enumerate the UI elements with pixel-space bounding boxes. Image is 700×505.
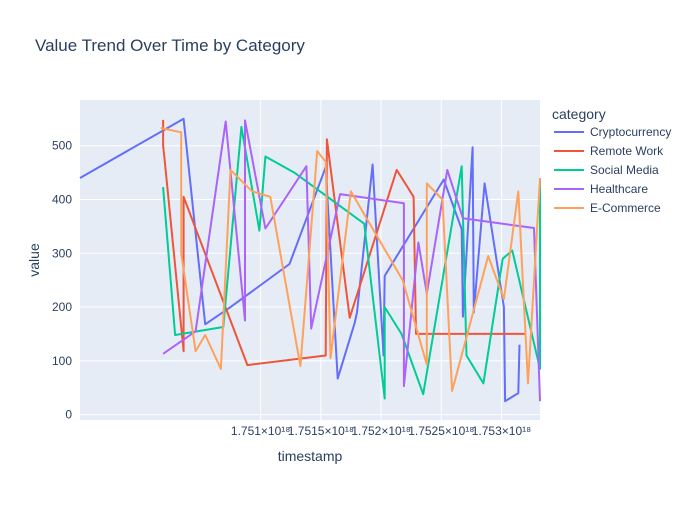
legend: category Cryptocurrency Remote Work Social… — [552, 106, 671, 215]
y-tick-label: 300 — [52, 246, 72, 260]
legend-item-e-commerce[interactable]: E-Commerce — [554, 201, 661, 215]
series-lines — [79, 117, 541, 403]
x-tick-label: 1.752×10¹⁸ — [351, 424, 410, 438]
y-tick-label: 200 — [52, 300, 72, 314]
legend-item-healthcare[interactable]: Healthcare — [554, 182, 648, 196]
legend-title: category — [552, 106, 606, 122]
y-tick-label: 400 — [52, 192, 72, 206]
chart-title: Value Trend Over Time by Category — [35, 36, 305, 55]
y-tick-labels: 0 100 200 300 400 500 — [52, 139, 72, 422]
legend-item-remote-work[interactable]: Remote Work — [554, 144, 664, 158]
legend-label: Remote Work — [590, 144, 664, 158]
legend-label: E-Commerce — [590, 201, 661, 215]
series-line-healthcare — [162, 119, 541, 402]
legend-label: Healthcare — [590, 182, 648, 196]
x-tick-label: 1.751×10¹⁸ — [231, 424, 290, 438]
series-line-e-commerce — [160, 127, 541, 392]
series-line-remote-work — [162, 119, 526, 367]
x-tick-label: 1.753×10¹⁸ — [472, 424, 531, 438]
x-tick-label: 1.7515×10¹⁸ — [288, 424, 354, 438]
y-tick-label: 0 — [65, 408, 72, 422]
y-tick-label: 500 — [52, 139, 72, 153]
legend-item-cryptocurrency[interactable]: Cryptocurrency — [554, 125, 671, 139]
legend-label: Social Media — [590, 163, 659, 177]
series-line-social-media — [162, 125, 541, 400]
x-axis-title: timestamp — [278, 448, 343, 464]
y-tick-label: 100 — [52, 354, 72, 368]
x-tick-labels: 1.751×10¹⁸1.7515×10¹⁸1.752×10¹⁸1.7525×10… — [231, 424, 531, 438]
y-axis-title: value — [26, 243, 42, 277]
legend-label: Cryptocurrency — [590, 125, 671, 139]
x-tick-label: 1.7525×10¹⁸ — [408, 424, 474, 438]
legend-item-social-media[interactable]: Social Media — [554, 163, 659, 177]
